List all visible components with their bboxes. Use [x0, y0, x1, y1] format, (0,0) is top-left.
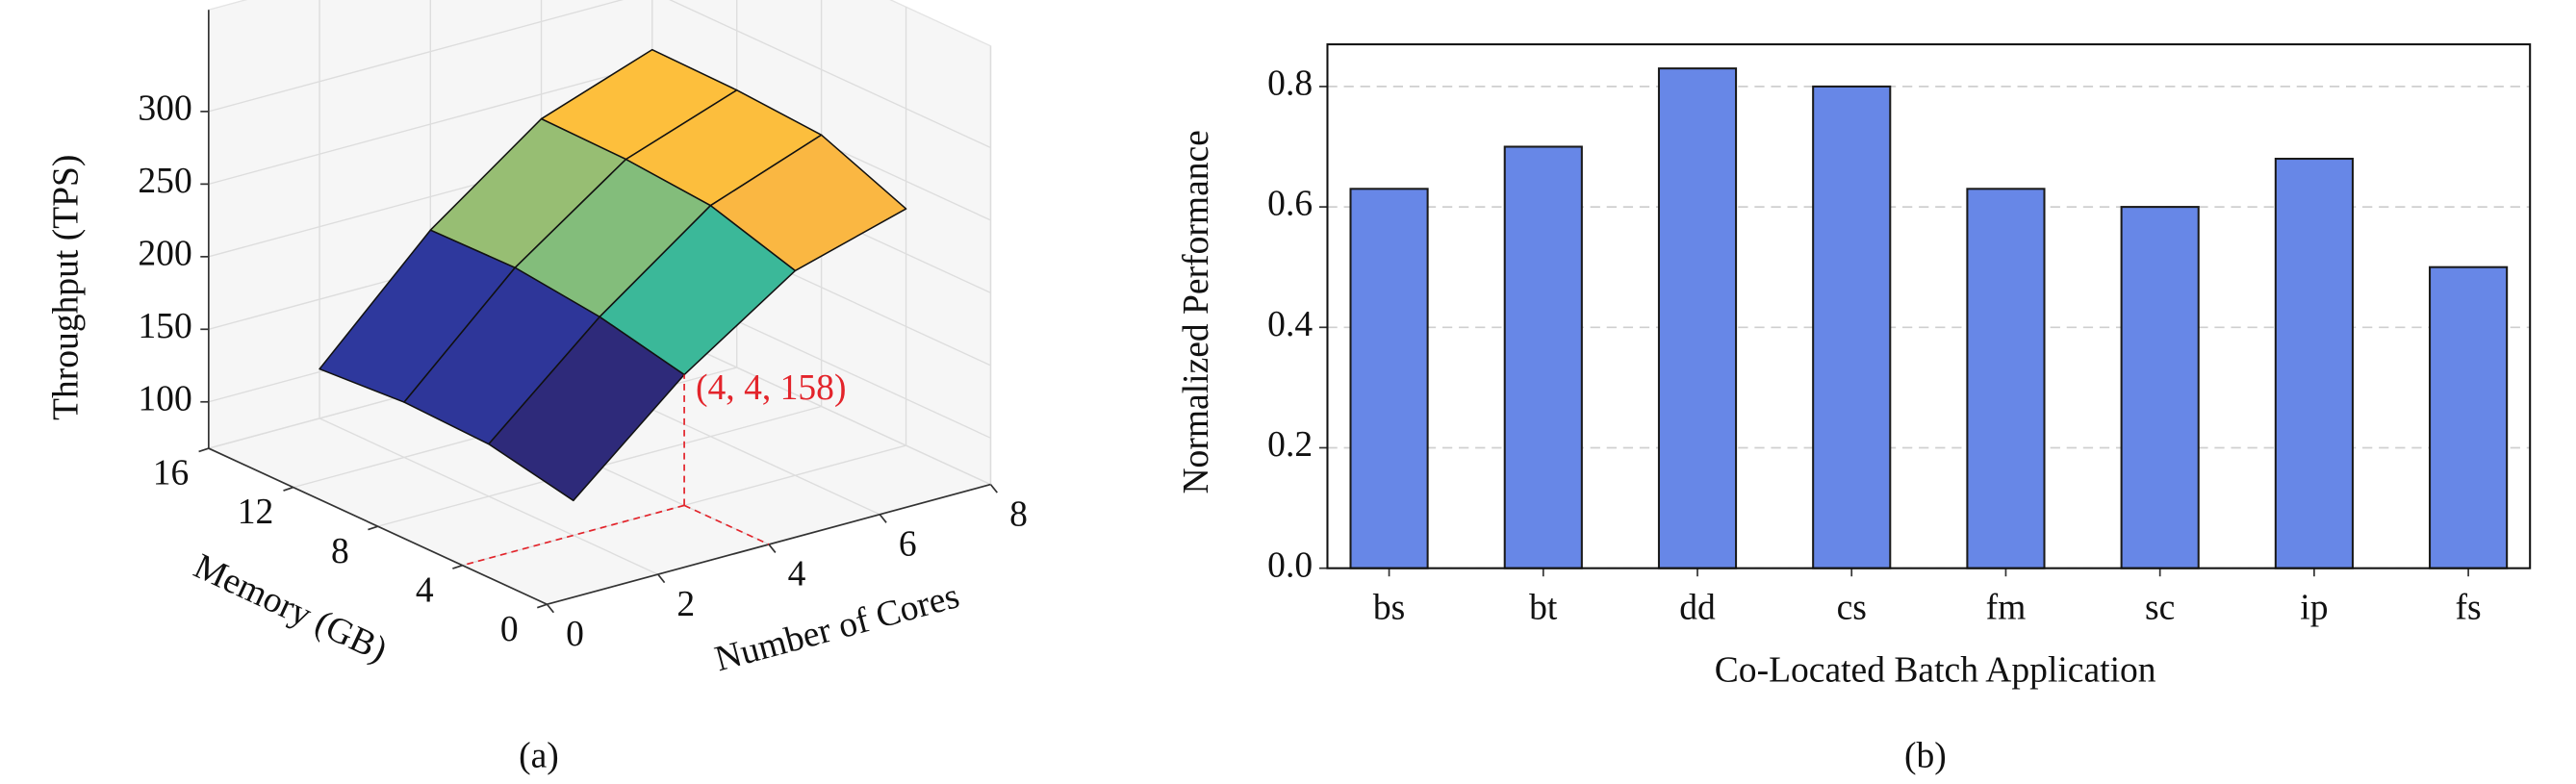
z-tick-label: 200 — [138, 234, 191, 273]
bar — [2429, 266, 2509, 569]
annotation-line — [683, 504, 770, 545]
tick-mark — [283, 486, 294, 492]
surface-cell — [488, 316, 685, 502]
x-tick-label: bt — [1529, 589, 1558, 628]
y-tick-label: 4 — [416, 570, 434, 610]
x-tick-label: cs — [1837, 589, 1867, 628]
x-tick-label: fm — [1986, 589, 2027, 628]
bar — [1812, 85, 1892, 569]
z-tick-label: 250 — [138, 162, 191, 201]
y-axis-label: Memory (GB) — [188, 546, 393, 670]
y-tick-label: 0.8 — [1267, 64, 1313, 104]
axis-line — [208, 447, 548, 606]
tick-mark — [546, 603, 555, 614]
x-tick-label: fs — [2456, 589, 2482, 628]
z-tick-label: 100 — [138, 379, 191, 418]
y-axis-label: Normalized Performance — [1177, 130, 1216, 493]
x-tick-label: dd — [1679, 589, 1716, 628]
tick-mark — [989, 484, 998, 493]
y-tick-label: 0 — [500, 610, 519, 649]
x-tick-label: sc — [2145, 589, 2175, 628]
bar — [2274, 158, 2354, 569]
caption: (a) — [519, 736, 559, 775]
caption: (b) — [1904, 736, 1947, 775]
bar — [1349, 188, 1429, 569]
x-tick-label: 2 — [676, 585, 695, 624]
tick-mark — [879, 514, 887, 523]
y-tick-label: 0.2 — [1267, 425, 1313, 465]
grid-line — [669, 0, 991, 149]
x-tick-label: 8 — [1009, 494, 1028, 534]
y-tick-label: 0.6 — [1267, 185, 1313, 224]
x-tick-label: 4 — [788, 555, 806, 594]
x-tick-label: ip — [2300, 589, 2328, 628]
tick-mark — [537, 603, 548, 609]
bar — [1657, 67, 1738, 569]
x-tick-label: 0 — [566, 615, 584, 654]
grid-line — [208, 63, 652, 186]
bar — [1966, 188, 2046, 569]
grid-line — [208, 0, 625, 113]
bar — [2120, 206, 2200, 569]
tick-mark — [452, 564, 463, 569]
y-tick-label: 16 — [153, 454, 190, 493]
y-tick-label: 0.4 — [1267, 305, 1313, 344]
plot-frame — [1326, 43, 2532, 569]
y-tick-label: 0.0 — [1267, 545, 1313, 585]
tick-mark — [657, 573, 666, 584]
tick-mark — [368, 525, 378, 531]
z-axis-label: Throughput (TPS) — [46, 155, 86, 420]
tick-mark — [768, 544, 777, 553]
z-tick-label: 150 — [138, 307, 191, 346]
z-tick-label: 300 — [138, 89, 191, 129]
y-tick-label: 8 — [331, 532, 349, 571]
tick-mark — [198, 447, 210, 453]
x-tick-label: bs — [1373, 589, 1405, 628]
x-axis-label: Co-Located Batch Application — [1715, 651, 2156, 691]
bar — [1503, 145, 1583, 569]
y-tick-label: 12 — [238, 493, 274, 532]
x-axis-label: Number of Cores — [711, 576, 963, 679]
annotation-line — [462, 504, 685, 567]
annotation-text: (4, 4, 158) — [696, 368, 846, 408]
x-tick-label: 6 — [899, 525, 917, 565]
